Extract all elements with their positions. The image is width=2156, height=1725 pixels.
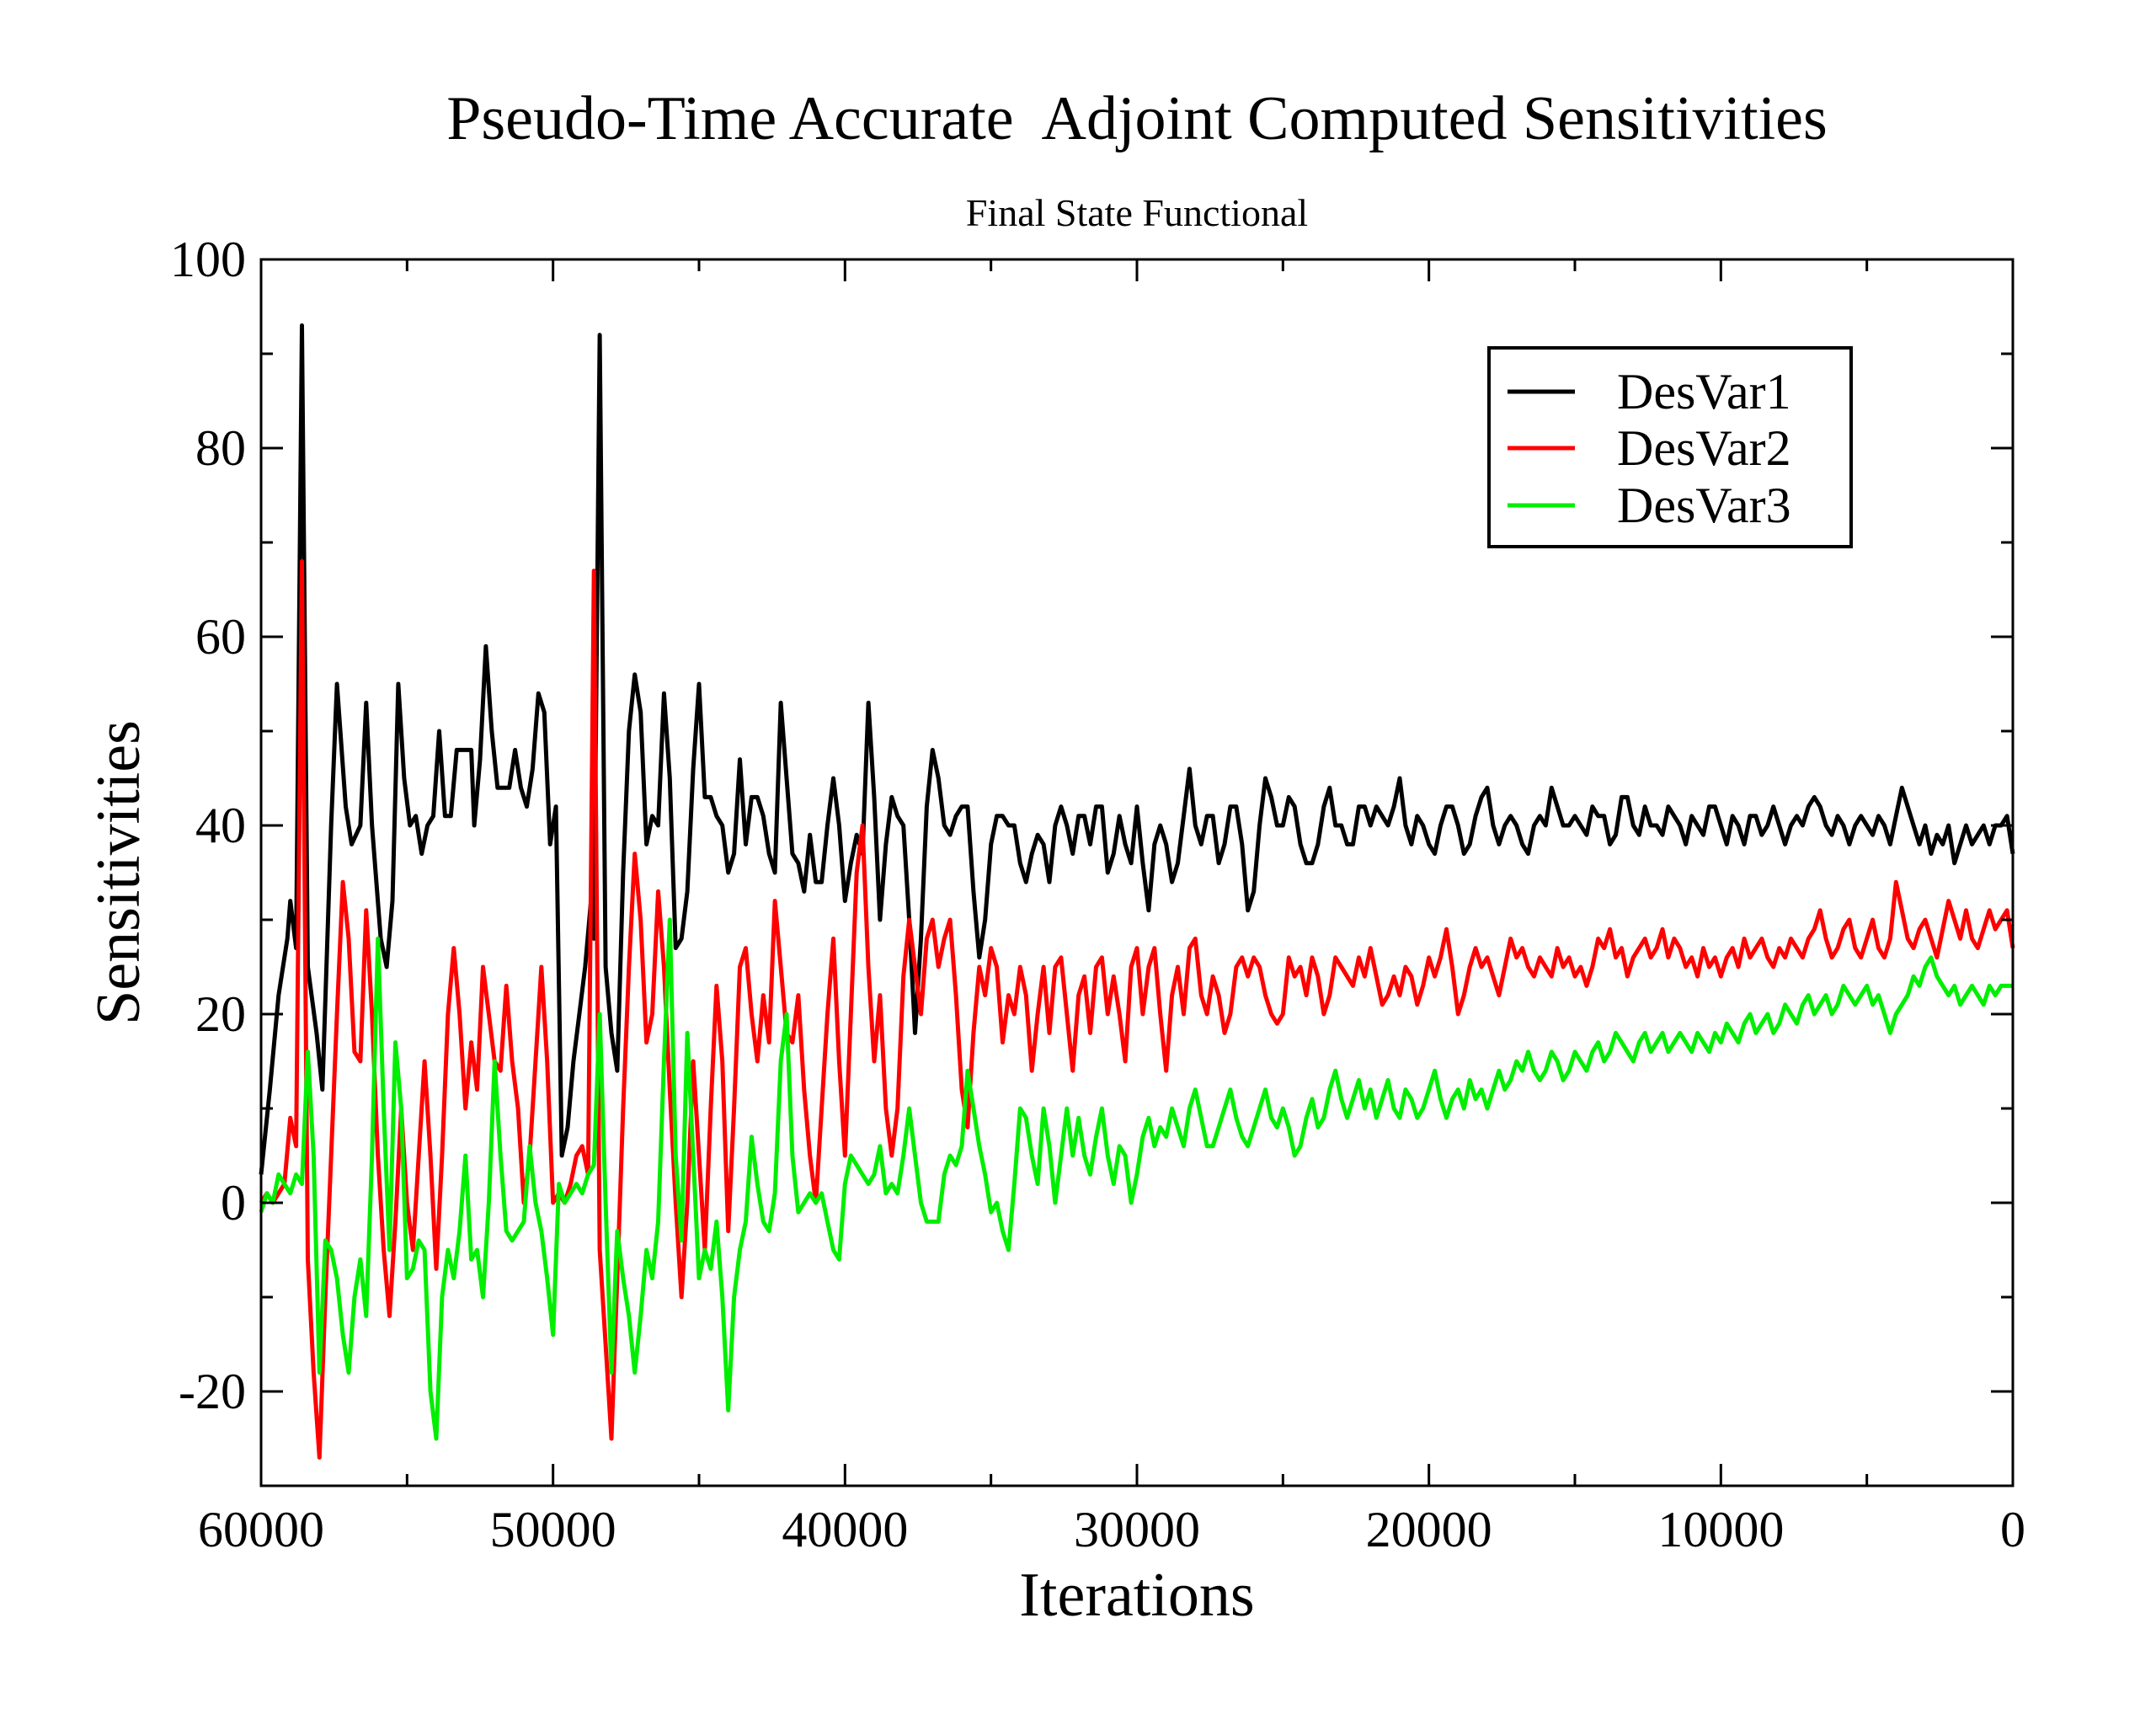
series-line-desvar2	[259, 558, 2015, 1460]
y-tick-label: 40	[195, 798, 246, 853]
x-tick-label: 40000	[782, 1502, 908, 1557]
x-tick-label: 50000	[490, 1502, 616, 1557]
y-tick-label: 80	[195, 420, 246, 476]
series-line-desvar1	[259, 323, 2015, 1175]
plot-frame	[259, 258, 2015, 1487]
legend-label-desvar2: DesVar2	[1617, 420, 1791, 476]
series-layer	[259, 323, 2015, 1460]
x-tick-label: 0	[2000, 1502, 2025, 1557]
chart-title: Pseudo-Time Accurate Adjoint Computed Se…	[446, 84, 1828, 153]
y-tick-label: 100	[170, 232, 246, 287]
chart-subtitle: Final State Functional	[966, 191, 1308, 234]
y-axis-label: Sensitivities	[84, 720, 153, 1025]
legend-label-desvar3: DesVar3	[1617, 478, 1791, 533]
series-line-desvar3	[259, 917, 2013, 1441]
x-tick-label: 30000	[1074, 1502, 1200, 1557]
y-tick-label: -20	[179, 1364, 246, 1419]
y-tick-label: 20	[195, 986, 246, 1042]
x-axis-label: Iterations	[1019, 1561, 1254, 1630]
x-tick-label: 20000	[1366, 1502, 1492, 1557]
ticks-layer: 60000 50000 40000 30000 20000 10000 0 -20 0 20 40 6…	[170, 232, 2025, 1557]
y-tick-label: 0	[221, 1175, 246, 1231]
y-tick-label: 60	[195, 609, 246, 665]
x-tick-label: 60000	[198, 1502, 324, 1557]
legend-label-desvar1: DesVar1	[1617, 364, 1791, 419]
legend: DesVar1 DesVar2 DesVar3	[1487, 346, 1853, 548]
x-tick-label: 10000	[1657, 1502, 1784, 1557]
